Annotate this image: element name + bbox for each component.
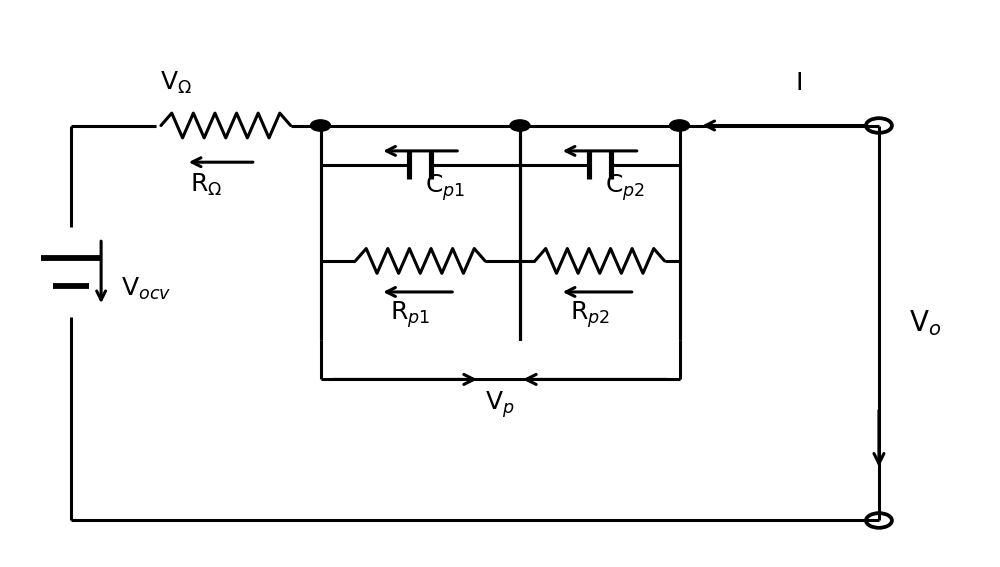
Text: V$_p$: V$_p$ [485, 390, 515, 420]
Circle shape [510, 120, 530, 131]
Text: C$_{p1}$: C$_{p1}$ [425, 172, 466, 203]
Circle shape [311, 120, 330, 131]
Text: V$_o$: V$_o$ [909, 308, 941, 338]
Text: R$_\Omega$: R$_\Omega$ [190, 172, 222, 198]
Text: R$_{p2}$: R$_{p2}$ [570, 299, 610, 330]
Text: V$_{ocv}$: V$_{ocv}$ [121, 276, 171, 302]
Text: V$_\Omega$: V$_\Omega$ [160, 70, 192, 96]
Text: R$_{p1}$: R$_{p1}$ [390, 299, 430, 330]
Circle shape [670, 120, 689, 131]
Text: I: I [795, 71, 803, 95]
Text: C$_{p2}$: C$_{p2}$ [605, 172, 645, 203]
